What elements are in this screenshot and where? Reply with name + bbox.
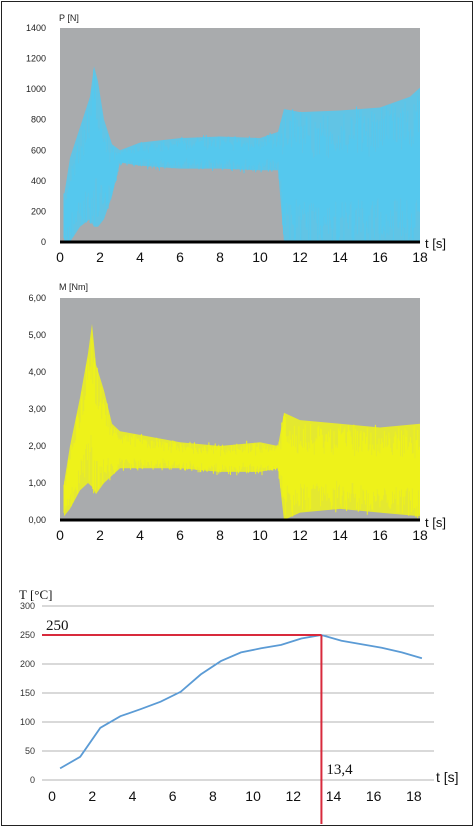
x-tick-label: 2: [96, 249, 104, 265]
x-tick-label: 16: [372, 527, 388, 543]
x-tick-label: 14: [326, 788, 342, 804]
torque-data: [60, 323, 420, 522]
x-tick-label: 18: [412, 527, 428, 543]
y-tick-label: 800: [31, 115, 46, 125]
y-tick-label: 300: [20, 601, 35, 611]
temperature-data: [59, 634, 423, 770]
x-tick-label: 2: [96, 527, 104, 543]
force-x-ticks: 0 2 4 6 8 10 12 14 16 18: [56, 249, 428, 265]
torque-x-ticks: 0 2 4 6 8 10 12 14 16 18: [56, 527, 428, 543]
x-tick-label: 6: [169, 788, 177, 804]
x-tick-label: 8: [216, 249, 224, 265]
y-tick-label: 0,00: [28, 515, 46, 525]
force-data: [60, 66, 420, 244]
y-tick-label: 0: [30, 775, 35, 785]
x-tick-label: 8: [216, 527, 224, 543]
y-tick-label: 200: [31, 206, 46, 216]
temperature-grid: [42, 605, 434, 781]
signal-trace: [63, 69, 420, 242]
x-tick-label: 18: [406, 788, 422, 804]
y-tick-label: 250: [20, 630, 35, 640]
x-tick-label: 4: [136, 249, 144, 265]
x-tick-label: 4: [129, 788, 137, 804]
x-tick-label: 18: [412, 249, 428, 265]
x-tick-label: 14: [332, 249, 348, 265]
x-tick-label: 16: [372, 249, 388, 265]
x-tick-label: 0: [48, 788, 56, 804]
y-tick-label: 2,00: [28, 441, 46, 451]
y-tick-label: 5,00: [28, 330, 46, 340]
y-tick-label: 1000: [26, 84, 46, 94]
temperature-chart: T [°C] 300 250 200 150 100 50 0 0 2 4 6 8 10 12 14 16 1…: [19, 587, 459, 824]
y-tick-label: 50: [25, 746, 35, 756]
x-tick-label: 4: [136, 527, 144, 543]
x-tick-label: 0: [56, 527, 64, 543]
temperature-line: [59, 634, 423, 770]
y-tick-label: 3,00: [28, 404, 46, 414]
y-tick-label: 4,00: [28, 367, 46, 377]
temperature-x-ticks: 0 2 4 6 8 10 12 14 16 18: [48, 788, 422, 804]
temperature-y-ticks: 300 250 200 150 100 50 0: [20, 601, 35, 785]
x-tick-label: 16: [366, 788, 382, 804]
torque-chart: M [Nm] 6,00 5,00 4,00 3,00 2,00 1,00 0,00 0 2 4 6…: [28, 282, 445, 543]
y-tick-label: 1,00: [28, 478, 46, 488]
x-tick-label: 8: [209, 788, 217, 804]
x-tick-label: 12: [292, 527, 308, 543]
temperature-xlabel: t [s]: [436, 769, 459, 785]
x-tick-label: 10: [252, 527, 268, 543]
x-tick-label: 14: [332, 527, 348, 543]
peak-time-label: 13,4: [326, 762, 353, 778]
force-ylabel: P [N]: [59, 13, 79, 23]
force-y-ticks: 1400 1200 1000 800 600 400 200 0: [26, 23, 46, 247]
temperature-annotations: 250 13,4: [42, 618, 353, 824]
y-tick-label: 600: [31, 145, 46, 155]
x-tick-label: 12: [292, 249, 308, 265]
x-tick-label: 6: [176, 527, 184, 543]
y-tick-label: 0: [41, 237, 46, 247]
x-tick-label: 10: [245, 788, 261, 804]
y-tick-label: 400: [31, 176, 46, 186]
y-tick-label: 6,00: [28, 293, 46, 303]
torque-ylabel: M [Nm]: [59, 282, 88, 292]
y-tick-label: 1200: [26, 54, 46, 64]
x-tick-label: 12: [285, 788, 301, 804]
torque-xlabel: t [s]: [425, 515, 446, 530]
force-chart: P [N] 1400 1200 1000 800 600 400 200 0 0 2 4 6 8 10 1…: [26, 13, 446, 265]
x-tick-label: 6: [176, 249, 184, 265]
x-tick-label: 2: [88, 788, 96, 804]
x-tick-label: 0: [56, 249, 64, 265]
temperature-ylabel: T [°C]: [19, 587, 52, 602]
signal-trace: [63, 338, 420, 519]
peak-value-label: 250: [46, 618, 69, 634]
y-tick-label: 1400: [26, 23, 46, 33]
force-xlabel: t [s]: [425, 236, 446, 251]
x-tick-label: 10: [252, 249, 268, 265]
y-tick-label: 150: [20, 688, 35, 698]
torque-y-ticks: 6,00 5,00 4,00 3,00 2,00 1,00 0,00: [28, 293, 46, 525]
y-tick-label: 200: [20, 659, 35, 669]
y-tick-label: 100: [20, 717, 35, 727]
